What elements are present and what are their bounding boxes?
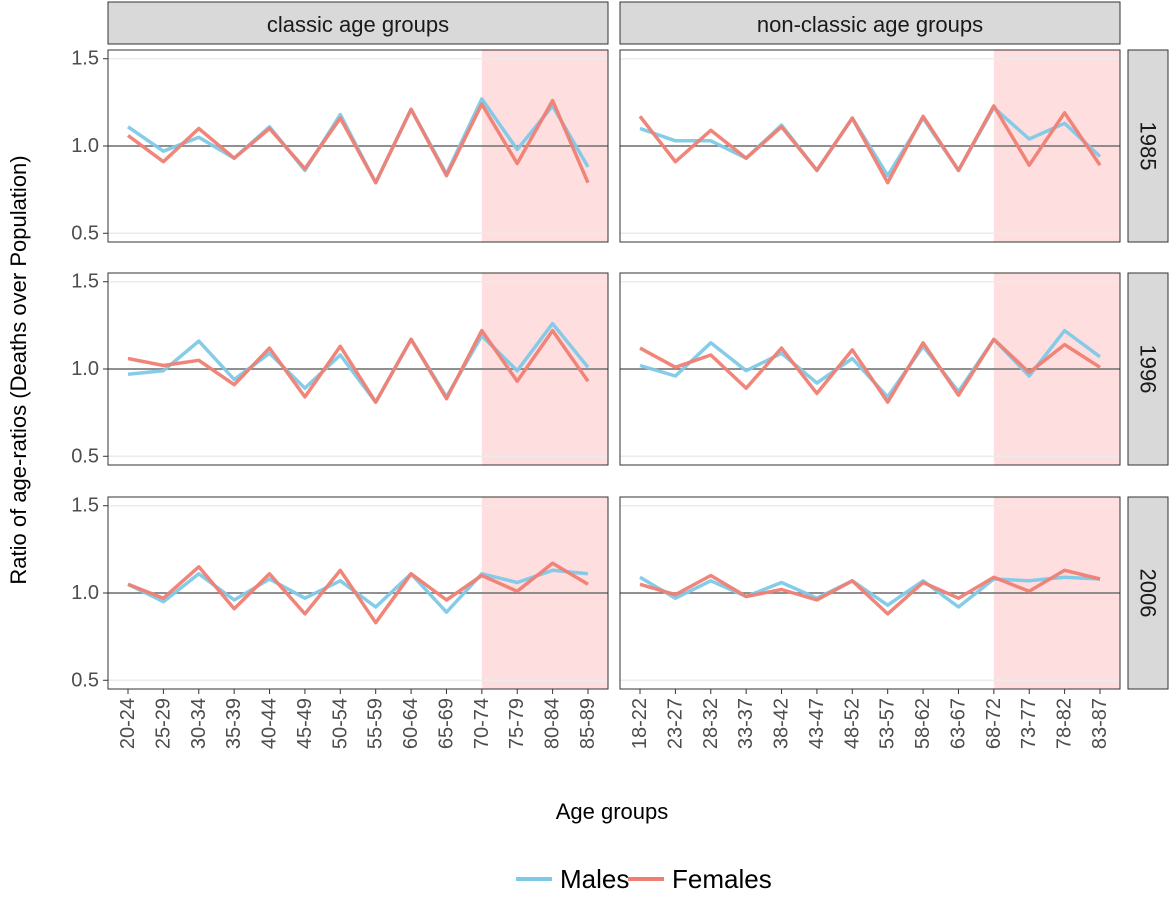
panel — [619, 496, 1121, 690]
y-tick-label: 0.5 — [71, 222, 99, 244]
y-tick-label: 0.5 — [71, 445, 99, 467]
panel-border — [619, 496, 1121, 690]
column-strip-label: classic age groups — [267, 12, 449, 37]
y-axis-title: Ratio of age-ratios (Deaths over Populat… — [6, 155, 31, 584]
column-strip-label: non-classic age groups — [757, 12, 983, 37]
column-strip — [619, 1, 1121, 45]
row-strip — [1127, 49, 1169, 243]
x-tick-label: 83-87 — [1089, 698, 1111, 749]
x-tick-label: 58-62 — [912, 698, 934, 749]
series-line-females — [638, 104, 1102, 185]
row-strip-label: 1996 — [1136, 345, 1161, 394]
x-tick-label: 50-54 — [329, 698, 351, 749]
x-tick-label: 43-47 — [806, 698, 828, 749]
row-strip — [1127, 496, 1169, 690]
panel — [107, 272, 609, 466]
x-tick-label: 80-84 — [542, 698, 564, 749]
x-tick-label: 55-59 — [365, 698, 387, 749]
x-tick-label: 45-49 — [294, 698, 316, 749]
y-tick-label: 1.5 — [71, 495, 99, 517]
x-tick-label: 70-74 — [471, 698, 493, 749]
x-tick-label: 30-34 — [188, 698, 210, 749]
x-tick-label: 40-44 — [259, 698, 281, 749]
legend: Males Females — [516, 864, 772, 894]
y-tick-label: 0.5 — [71, 669, 99, 691]
series-line-females — [126, 98, 590, 185]
x-tick-label: 25-29 — [152, 698, 174, 749]
x-tick-label: 78-82 — [1054, 698, 1076, 749]
x-tick-label: 63-67 — [947, 698, 969, 749]
x-tick-label: 53-57 — [877, 698, 899, 749]
y-tick-label: 1.0 — [71, 135, 99, 157]
row-strip-label: 2006 — [1136, 569, 1161, 618]
x-tick-label: 33-37 — [735, 698, 757, 749]
x-tick-label: 23-27 — [664, 698, 686, 749]
panel — [107, 49, 609, 243]
panel — [107, 496, 609, 690]
row-strip-label: 1985 — [1136, 122, 1161, 171]
panel-border — [619, 49, 1121, 243]
x-tick-label: 38-42 — [771, 698, 793, 749]
series-line-females — [127, 328, 590, 404]
x-tick-label: 20-24 — [117, 698, 139, 749]
x-tick-label: 73-77 — [1018, 698, 1040, 749]
x-tick-label: 48-52 — [841, 698, 863, 749]
x-tick-label: 85-89 — [577, 698, 599, 749]
column-strip — [107, 1, 609, 45]
series-line-females — [639, 337, 1101, 404]
x-tick-label: 18-22 — [629, 698, 651, 749]
legend-label: Males — [560, 864, 629, 894]
y-tick-label: 1.5 — [71, 271, 99, 293]
y-tick-label: 1.0 — [71, 358, 99, 380]
x-tick-label: 68-72 — [983, 698, 1005, 749]
y-tick-label: 1.5 — [71, 48, 99, 70]
x-tick-label: 75-79 — [506, 698, 528, 749]
panel-border — [107, 272, 609, 466]
x-tick-label: 35-39 — [223, 698, 245, 749]
legend-label: Females — [672, 864, 772, 894]
x-tick-label: 60-64 — [400, 698, 422, 749]
panel-border — [107, 496, 609, 690]
series-line-females — [639, 568, 1101, 616]
panel — [619, 272, 1121, 466]
row-strip — [1127, 272, 1169, 466]
panel-border — [107, 49, 609, 243]
panel-border — [619, 272, 1121, 466]
series-line-females — [127, 561, 589, 625]
x-tick-label: 28-32 — [700, 698, 722, 749]
x-tick-label: 65-69 — [435, 698, 457, 749]
x-axis-title: Age groups — [556, 799, 669, 824]
series-line-males — [127, 321, 590, 404]
series-line-males — [639, 575, 1101, 609]
panel — [619, 49, 1121, 243]
y-tick-label: 1.0 — [71, 582, 99, 604]
